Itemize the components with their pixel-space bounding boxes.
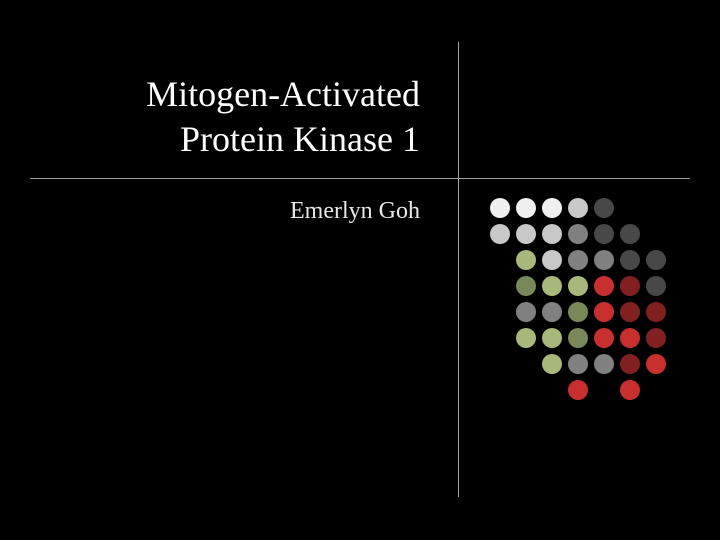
decoration-dot — [568, 276, 588, 296]
decoration-dot — [646, 302, 666, 322]
decoration-dot — [568, 198, 588, 218]
decoration-dot — [620, 224, 640, 244]
decoration-dot — [568, 380, 588, 400]
decoration-dot — [568, 224, 588, 244]
decoration-dot — [490, 198, 510, 218]
decoration-dot — [542, 276, 562, 296]
decoration-dot — [516, 198, 536, 218]
horizontal-divider — [30, 178, 690, 179]
decoration-dot — [516, 224, 536, 244]
decoration-dot — [490, 224, 510, 244]
decoration-dot — [594, 302, 614, 322]
decoration-dot — [568, 328, 588, 348]
decoration-dot — [594, 276, 614, 296]
decoration-dot — [542, 198, 562, 218]
decoration-dot — [620, 302, 640, 322]
decoration-dot — [568, 354, 588, 374]
decoration-dot — [568, 250, 588, 270]
decoration-dot — [516, 276, 536, 296]
decoration-dot — [568, 302, 588, 322]
decoration-dot — [542, 328, 562, 348]
decoration-dot — [646, 276, 666, 296]
decoration-dot — [594, 198, 614, 218]
title-slide: Mitogen-Activated Protein Kinase 1 Emerl… — [0, 0, 720, 540]
decoration-dot — [594, 328, 614, 348]
decoration-dot — [542, 354, 562, 374]
decoration-dot — [620, 250, 640, 270]
decoration-dot — [516, 250, 536, 270]
slide-title: Mitogen-Activated Protein Kinase 1 — [60, 72, 420, 162]
decoration-dot — [542, 224, 562, 244]
title-line-2: Protein Kinase 1 — [180, 119, 420, 159]
vertical-divider — [458, 42, 459, 497]
decoration-dot — [516, 302, 536, 322]
decoration-dot — [542, 250, 562, 270]
decoration-dot — [594, 224, 614, 244]
decoration-dot — [646, 250, 666, 270]
decoration-dot — [594, 354, 614, 374]
decoration-dot — [594, 250, 614, 270]
decoration-dot — [620, 328, 640, 348]
decoration-dot — [646, 328, 666, 348]
decoration-dot — [646, 354, 666, 374]
decoration-dot — [516, 328, 536, 348]
slide-subtitle: Emerlyn Goh — [60, 198, 420, 225]
decoration-dot — [620, 380, 640, 400]
decoration-dot — [542, 302, 562, 322]
decoration-dot — [620, 276, 640, 296]
decoration-dot — [620, 354, 640, 374]
title-line-1: Mitogen-Activated — [146, 74, 420, 114]
